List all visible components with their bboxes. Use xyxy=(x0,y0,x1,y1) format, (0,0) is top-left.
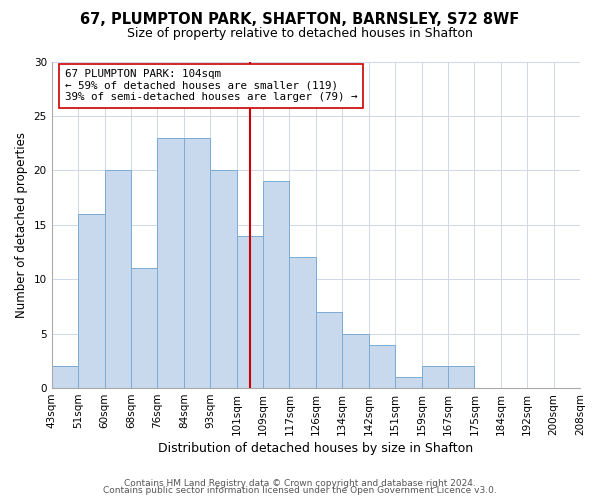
Bar xyxy=(421,366,448,388)
Text: Size of property relative to detached houses in Shafton: Size of property relative to detached ho… xyxy=(127,28,473,40)
Y-axis label: Number of detached properties: Number of detached properties xyxy=(15,132,28,318)
Bar xyxy=(448,366,475,388)
Bar xyxy=(104,170,131,388)
Text: 67, PLUMPTON PARK, SHAFTON, BARNSLEY, S72 8WF: 67, PLUMPTON PARK, SHAFTON, BARNSLEY, S7… xyxy=(80,12,520,28)
Bar xyxy=(236,236,263,388)
Bar xyxy=(210,170,236,388)
Text: Contains HM Land Registry data © Crown copyright and database right 2024.: Contains HM Land Registry data © Crown c… xyxy=(124,478,476,488)
Bar xyxy=(131,268,157,388)
Bar xyxy=(368,344,395,388)
Bar xyxy=(52,366,78,388)
Text: 67 PLUMPTON PARK: 104sqm
← 59% of detached houses are smaller (119)
39% of semi-: 67 PLUMPTON PARK: 104sqm ← 59% of detach… xyxy=(65,69,358,102)
X-axis label: Distribution of detached houses by size in Shafton: Distribution of detached houses by size … xyxy=(158,442,473,455)
Bar xyxy=(78,214,104,388)
Bar xyxy=(395,377,421,388)
Bar xyxy=(263,181,289,388)
Bar xyxy=(289,258,316,388)
Bar xyxy=(157,138,184,388)
Bar xyxy=(316,312,342,388)
Bar xyxy=(184,138,210,388)
Bar xyxy=(342,334,368,388)
Text: Contains public sector information licensed under the Open Government Licence v3: Contains public sector information licen… xyxy=(103,486,497,495)
